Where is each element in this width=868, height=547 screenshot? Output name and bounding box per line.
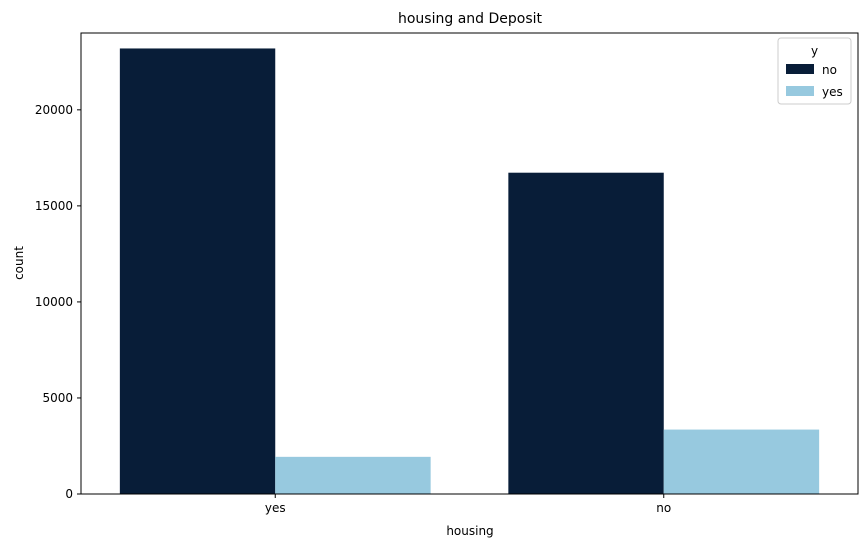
legend-label-yes: yes	[822, 85, 843, 99]
y-axis-label: count	[12, 246, 26, 280]
bar-no-no	[508, 172, 664, 494]
y-tick-label: 5000	[42, 391, 73, 405]
legend-title: y	[811, 44, 818, 58]
legend: yno yes	[777, 37, 852, 105]
plot-frame	[80, 32, 859, 495]
bar-yes-yes	[275, 456, 431, 494]
y-axis: 0 5000 10000 15000 20000	[35, 103, 81, 501]
bar-yes-no	[119, 48, 276, 494]
bar-no-yes	[663, 429, 820, 494]
x-axis-label: housing	[446, 524, 493, 538]
legend-swatch-no	[786, 64, 814, 74]
x-axis: yes no	[265, 494, 671, 515]
y-tick-label: 20000	[35, 103, 73, 117]
legend-swatch-yes	[786, 86, 814, 96]
plot-area	[119, 48, 820, 494]
y-tick-label: 15000	[35, 199, 73, 213]
x-tick-label: yes	[265, 501, 286, 515]
chart-title: housing and Deposit	[398, 11, 543, 27]
legend-label-no: no	[822, 63, 837, 77]
y-tick-label: 0	[65, 487, 73, 501]
y-tick-label: 10000	[35, 295, 73, 309]
x-tick-label: no	[656, 501, 671, 515]
